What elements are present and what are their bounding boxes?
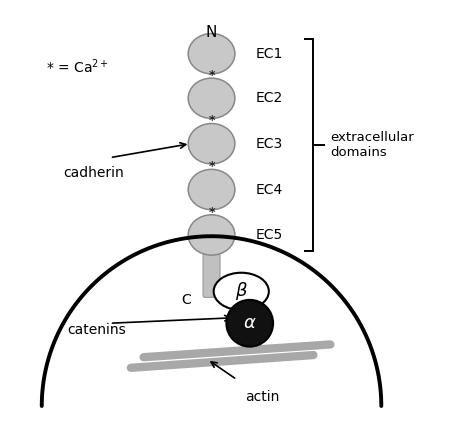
Text: *: *: [208, 69, 215, 82]
Text: C: C: [181, 293, 191, 307]
Text: cadherin: cadherin: [63, 166, 124, 180]
Text: EC3: EC3: [256, 137, 283, 150]
Text: extracellular
domains: extracellular domains: [330, 131, 414, 159]
Ellipse shape: [188, 169, 235, 210]
Ellipse shape: [188, 78, 235, 118]
Text: *: *: [208, 160, 215, 173]
Text: EC2: EC2: [256, 91, 283, 105]
Text: EC1: EC1: [256, 47, 283, 61]
Ellipse shape: [214, 273, 269, 310]
Text: $\alpha$: $\alpha$: [243, 314, 256, 332]
Ellipse shape: [188, 34, 235, 74]
Text: EC4: EC4: [256, 182, 283, 197]
Text: * = Ca$^{2+}$: * = Ca$^{2+}$: [46, 57, 109, 76]
Text: $\beta$: $\beta$: [235, 280, 248, 302]
FancyBboxPatch shape: [203, 247, 220, 297]
Text: EC5: EC5: [256, 228, 283, 242]
Text: *: *: [208, 114, 215, 127]
Ellipse shape: [227, 300, 273, 347]
Text: *: *: [208, 206, 215, 218]
Ellipse shape: [188, 215, 235, 255]
Text: N: N: [206, 25, 217, 40]
Text: catenins: catenins: [67, 322, 126, 337]
Text: actin: actin: [246, 390, 280, 404]
Ellipse shape: [188, 123, 235, 164]
